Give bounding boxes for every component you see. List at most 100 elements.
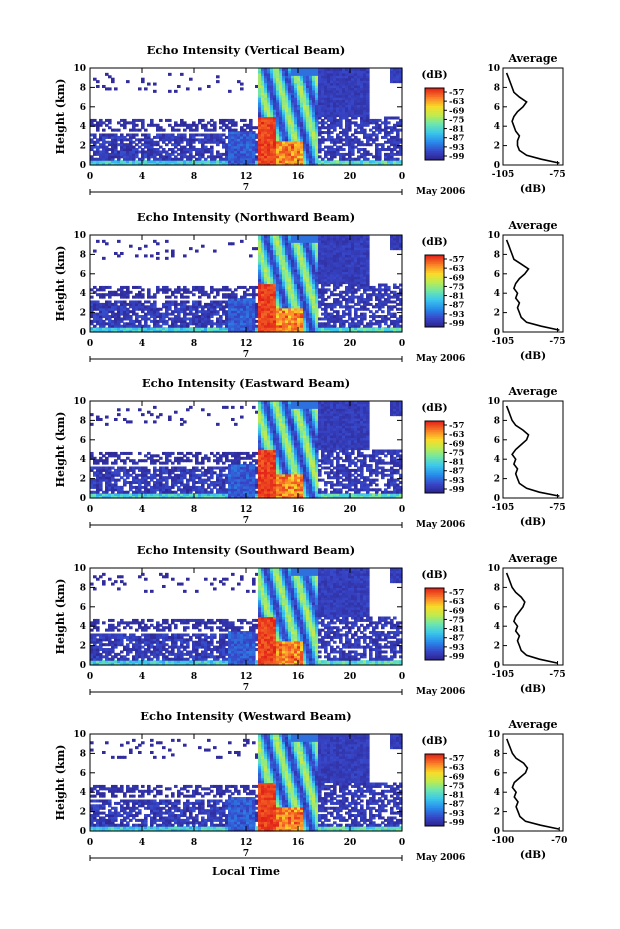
heatmap-cell <box>297 82 301 86</box>
heatmap-cell <box>315 133 319 137</box>
heatmap-cell <box>294 329 298 333</box>
heatmap-cell <box>300 237 304 241</box>
heatmap-cell <box>387 138 391 142</box>
heatmap-cell <box>153 307 157 311</box>
heatmap-cell <box>150 118 154 122</box>
heatmap-cell <box>288 239 292 243</box>
heatmap-cell <box>366 256 370 260</box>
heatmap-cell <box>183 152 187 156</box>
heatmap-cell <box>261 157 265 161</box>
heatmap-cell <box>357 239 361 243</box>
heatmap-cell <box>345 143 349 147</box>
heatmap-cell <box>309 268 313 272</box>
heatmap-cell <box>270 145 274 149</box>
heatmap-cell <box>201 155 205 159</box>
heatmap-cell <box>285 92 289 96</box>
heatmap-cell <box>372 138 376 142</box>
heatmap-cell <box>324 97 328 101</box>
heatmap-cell <box>351 101 355 105</box>
heatmap-cell <box>153 162 157 166</box>
heatmap-cell <box>288 298 292 302</box>
heatmap-cell <box>321 101 325 105</box>
heatmap-cell <box>267 251 271 255</box>
heatmap-cell <box>369 295 373 299</box>
heatmap-cell <box>237 157 241 161</box>
heatmap-cell <box>249 329 253 333</box>
heatmap-cell <box>261 116 265 120</box>
heatmap-cell <box>351 133 355 137</box>
heatmap-cell <box>189 123 193 127</box>
heatmap-cell <box>318 259 322 263</box>
heatmap-cell <box>288 254 292 258</box>
heatmap-cell <box>276 300 280 304</box>
heatmap-cell <box>324 116 328 120</box>
heatmap-cell <box>285 247 289 251</box>
heatmap-cell <box>303 80 307 84</box>
heatmap-cell <box>171 254 175 258</box>
heatmap-cell <box>303 70 307 74</box>
heatmap-cell <box>285 315 289 319</box>
colorbar-swatch <box>425 136 444 139</box>
heatmap-cell <box>399 239 403 243</box>
heatmap-cell <box>363 302 367 306</box>
heatmap-cell <box>231 121 235 125</box>
heatmap-cell <box>327 148 331 152</box>
heatmap-cell <box>96 329 100 333</box>
heatmap-cell <box>375 118 379 122</box>
heatmap-cell <box>120 135 124 139</box>
heatmap-cell <box>96 317 100 321</box>
heatmap-cell <box>312 302 316 306</box>
heatmap-cell <box>216 319 220 323</box>
heatmap-cell <box>318 317 322 321</box>
heatmap-cell <box>162 285 166 289</box>
heatmap-cell <box>357 150 361 154</box>
heatmap-cell <box>291 281 295 285</box>
heatmap-cell <box>93 133 97 137</box>
heatmap-cell <box>102 157 106 161</box>
heatmap-cell <box>321 114 325 118</box>
colorbar-swatch <box>425 120 444 123</box>
heatmap-cell <box>165 133 169 137</box>
heatmap-cell <box>312 290 316 294</box>
heatmap-cell <box>348 285 352 289</box>
heatmap-cell <box>336 77 340 81</box>
heatmap-cell <box>198 152 202 156</box>
heatmap-cell <box>147 305 151 309</box>
heatmap-cell <box>159 152 163 156</box>
heatmap-cell <box>336 92 340 96</box>
heatmap-cell <box>240 317 244 321</box>
heatmap-cell <box>132 305 136 309</box>
heatmap-cell <box>309 281 313 285</box>
heatmap-cell <box>246 157 250 161</box>
heatmap-cell <box>234 312 238 316</box>
heatmap-cell <box>126 285 130 289</box>
heatmap-cell <box>300 68 304 72</box>
heatmap-cell <box>111 307 115 311</box>
heatmap-cell <box>93 471 97 475</box>
heatmap-cell <box>291 298 295 302</box>
heatmap-cell <box>378 324 382 328</box>
heatmap-cell <box>396 152 400 156</box>
colorbar-swatch <box>425 296 444 299</box>
colorbar-swatch <box>425 289 444 292</box>
heatmap-cell <box>276 290 280 294</box>
heatmap-cell <box>327 324 331 328</box>
heatmap-cell <box>309 237 313 241</box>
heatmap-cell <box>282 249 286 253</box>
heatmap-cell <box>300 140 304 144</box>
heatmap-cell <box>168 162 172 166</box>
heatmap-cell <box>105 293 109 297</box>
heatmap-cell <box>294 298 298 302</box>
heatmap-cell <box>129 162 133 166</box>
heatmap-cell <box>291 82 295 86</box>
heatmap-cell <box>219 317 223 321</box>
heatmap-cell <box>201 160 205 164</box>
heatmap-cell <box>171 157 175 161</box>
heatmap-cell <box>156 310 160 314</box>
heatmap-cell <box>276 324 280 328</box>
heatmap-cell <box>231 300 235 304</box>
heatmap-cell <box>270 116 274 120</box>
heatmap-cell <box>237 298 241 302</box>
heatmap-cell <box>306 268 310 272</box>
heatmap-cell <box>300 75 304 79</box>
